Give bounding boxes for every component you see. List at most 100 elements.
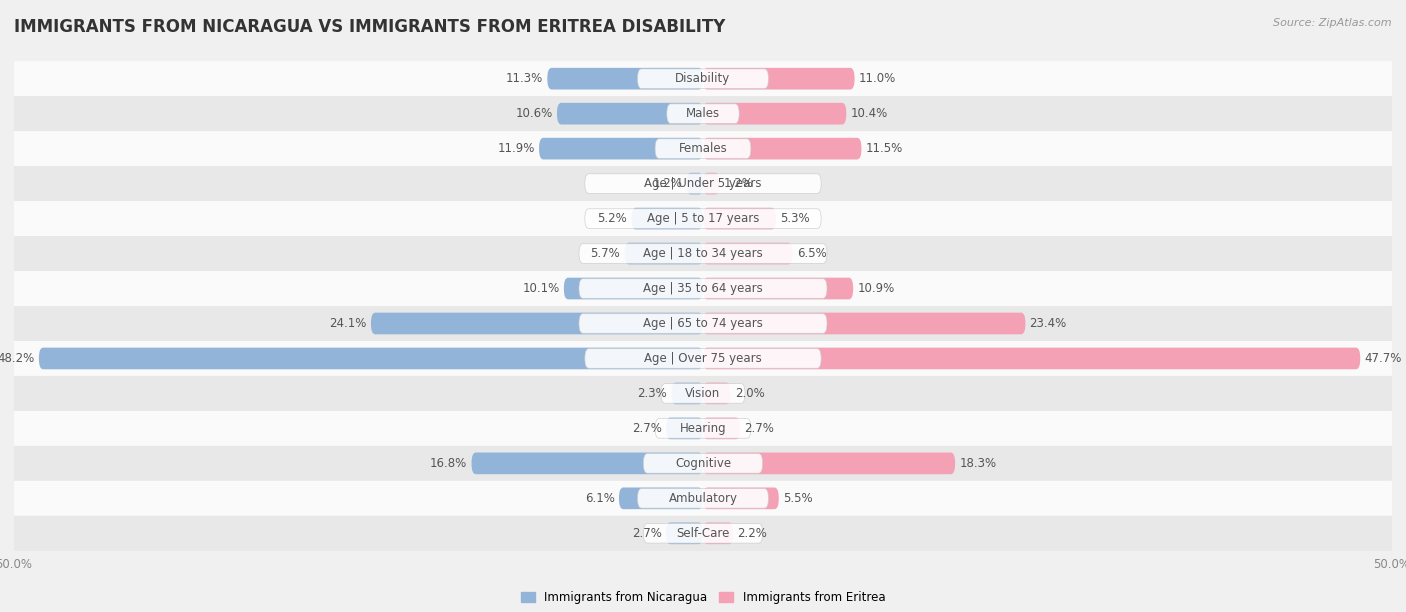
- Text: 11.9%: 11.9%: [498, 142, 534, 155]
- Text: 23.4%: 23.4%: [1029, 317, 1067, 330]
- Text: 10.9%: 10.9%: [858, 282, 894, 295]
- Text: Self-Care: Self-Care: [676, 527, 730, 540]
- FancyBboxPatch shape: [655, 419, 751, 438]
- Text: 16.8%: 16.8%: [430, 457, 467, 470]
- FancyBboxPatch shape: [585, 349, 821, 368]
- Text: 5.2%: 5.2%: [598, 212, 627, 225]
- Text: 11.3%: 11.3%: [506, 72, 543, 85]
- FancyBboxPatch shape: [703, 207, 776, 230]
- Text: Males: Males: [686, 107, 720, 120]
- FancyBboxPatch shape: [666, 417, 703, 439]
- FancyBboxPatch shape: [14, 271, 1392, 306]
- FancyBboxPatch shape: [631, 207, 703, 230]
- Text: Cognitive: Cognitive: [675, 457, 731, 470]
- FancyBboxPatch shape: [579, 314, 827, 334]
- FancyBboxPatch shape: [547, 68, 703, 89]
- FancyBboxPatch shape: [14, 166, 1392, 201]
- Text: Disability: Disability: [675, 72, 731, 85]
- FancyBboxPatch shape: [14, 61, 1392, 96]
- Text: 10.4%: 10.4%: [851, 107, 887, 120]
- FancyBboxPatch shape: [703, 382, 731, 405]
- FancyBboxPatch shape: [14, 96, 1392, 131]
- Text: 5.3%: 5.3%: [780, 212, 810, 225]
- FancyBboxPatch shape: [14, 376, 1392, 411]
- Text: 11.0%: 11.0%: [859, 72, 896, 85]
- FancyBboxPatch shape: [14, 201, 1392, 236]
- Text: 10.1%: 10.1%: [523, 282, 560, 295]
- FancyBboxPatch shape: [666, 104, 740, 124]
- FancyBboxPatch shape: [14, 341, 1392, 376]
- FancyBboxPatch shape: [14, 236, 1392, 271]
- Text: 2.7%: 2.7%: [631, 527, 662, 540]
- FancyBboxPatch shape: [538, 138, 703, 160]
- Text: 24.1%: 24.1%: [329, 317, 367, 330]
- Text: Age | Under 5 years: Age | Under 5 years: [644, 177, 762, 190]
- Text: Age | 35 to 64 years: Age | 35 to 64 years: [643, 282, 763, 295]
- Text: 5.7%: 5.7%: [591, 247, 620, 260]
- Text: 2.0%: 2.0%: [735, 387, 765, 400]
- FancyBboxPatch shape: [579, 278, 827, 298]
- FancyBboxPatch shape: [686, 173, 703, 195]
- FancyBboxPatch shape: [14, 516, 1392, 551]
- Text: 47.7%: 47.7%: [1364, 352, 1402, 365]
- FancyBboxPatch shape: [557, 103, 703, 124]
- Text: Ambulatory: Ambulatory: [668, 492, 738, 505]
- FancyBboxPatch shape: [14, 131, 1392, 166]
- Text: Age | 5 to 17 years: Age | 5 to 17 years: [647, 212, 759, 225]
- Text: 2.3%: 2.3%: [637, 387, 668, 400]
- FancyBboxPatch shape: [703, 488, 779, 509]
- FancyBboxPatch shape: [471, 452, 703, 474]
- Text: 10.6%: 10.6%: [516, 107, 553, 120]
- FancyBboxPatch shape: [637, 488, 769, 508]
- Text: Vision: Vision: [685, 387, 721, 400]
- Text: Hearing: Hearing: [679, 422, 727, 435]
- Text: 2.2%: 2.2%: [738, 527, 768, 540]
- Text: 2.7%: 2.7%: [744, 422, 775, 435]
- Text: 2.7%: 2.7%: [631, 422, 662, 435]
- Text: Age | 65 to 74 years: Age | 65 to 74 years: [643, 317, 763, 330]
- Text: 1.2%: 1.2%: [724, 177, 754, 190]
- FancyBboxPatch shape: [666, 523, 703, 544]
- Text: 18.3%: 18.3%: [959, 457, 997, 470]
- FancyBboxPatch shape: [671, 382, 703, 405]
- FancyBboxPatch shape: [619, 488, 703, 509]
- FancyBboxPatch shape: [624, 243, 703, 264]
- FancyBboxPatch shape: [14, 306, 1392, 341]
- FancyBboxPatch shape: [637, 69, 769, 89]
- FancyBboxPatch shape: [703, 278, 853, 299]
- FancyBboxPatch shape: [585, 174, 821, 193]
- FancyBboxPatch shape: [703, 138, 862, 160]
- Text: 11.5%: 11.5%: [866, 142, 903, 155]
- Text: Age | 18 to 34 years: Age | 18 to 34 years: [643, 247, 763, 260]
- Text: 6.5%: 6.5%: [797, 247, 827, 260]
- FancyBboxPatch shape: [14, 481, 1392, 516]
- Text: IMMIGRANTS FROM NICARAGUA VS IMMIGRANTS FROM ERITREA DISABILITY: IMMIGRANTS FROM NICARAGUA VS IMMIGRANTS …: [14, 18, 725, 36]
- FancyBboxPatch shape: [703, 452, 955, 474]
- FancyBboxPatch shape: [655, 139, 751, 159]
- FancyBboxPatch shape: [579, 244, 827, 263]
- Text: Source: ZipAtlas.com: Source: ZipAtlas.com: [1274, 18, 1392, 28]
- FancyBboxPatch shape: [585, 209, 821, 228]
- FancyBboxPatch shape: [371, 313, 703, 334]
- FancyBboxPatch shape: [703, 348, 1360, 369]
- FancyBboxPatch shape: [703, 417, 740, 439]
- FancyBboxPatch shape: [703, 243, 793, 264]
- Text: 48.2%: 48.2%: [0, 352, 35, 365]
- FancyBboxPatch shape: [703, 313, 1025, 334]
- FancyBboxPatch shape: [703, 173, 720, 195]
- FancyBboxPatch shape: [703, 68, 855, 89]
- FancyBboxPatch shape: [14, 446, 1392, 481]
- Text: Females: Females: [679, 142, 727, 155]
- Text: 5.5%: 5.5%: [783, 492, 813, 505]
- FancyBboxPatch shape: [703, 523, 734, 544]
- FancyBboxPatch shape: [564, 278, 703, 299]
- FancyBboxPatch shape: [14, 411, 1392, 446]
- FancyBboxPatch shape: [644, 453, 762, 473]
- Text: 1.2%: 1.2%: [652, 177, 682, 190]
- Text: 6.1%: 6.1%: [585, 492, 614, 505]
- Text: Age | Over 75 years: Age | Over 75 years: [644, 352, 762, 365]
- Legend: Immigrants from Nicaragua, Immigrants from Eritrea: Immigrants from Nicaragua, Immigrants fr…: [516, 586, 890, 608]
- FancyBboxPatch shape: [39, 348, 703, 369]
- FancyBboxPatch shape: [703, 103, 846, 124]
- FancyBboxPatch shape: [644, 523, 762, 543]
